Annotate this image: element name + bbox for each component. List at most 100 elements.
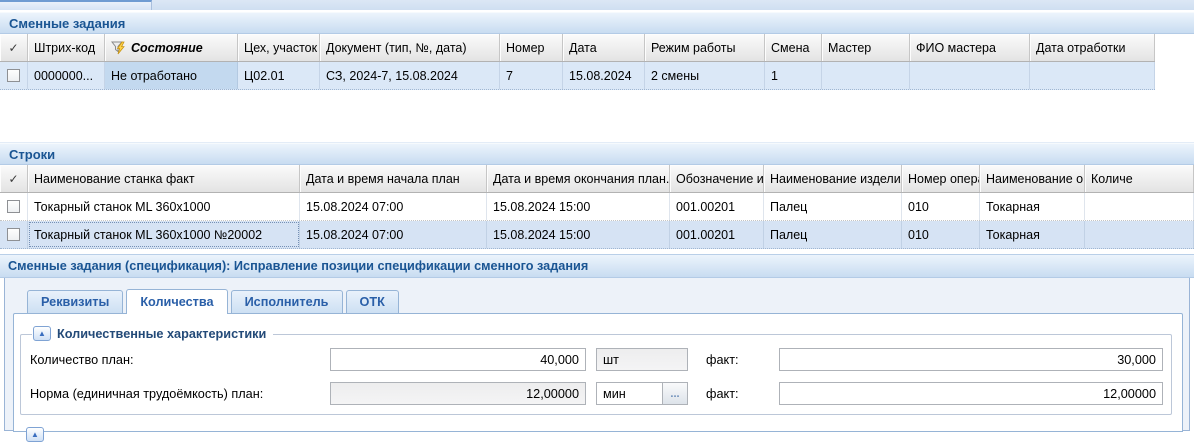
column-header-workshop[interactable]: Цех, участок <box>238 34 320 61</box>
cell-end[interactable]: 15.08.2024 15:00 <box>487 221 670 248</box>
column-header-check2[interactable]: ✓ <box>0 165 28 192</box>
cell-machine[interactable]: Токарный станок ML 360x1000 <box>28 193 300 220</box>
cell-end[interactable]: 15.08.2024 15:00 <box>487 193 670 220</box>
cell-qty[interactable] <box>1085 221 1194 248</box>
rows-panel-header: Строки <box>0 143 1194 165</box>
cell-product[interactable]: Палец <box>764 221 902 248</box>
collapse-button[interactable]: ▲ <box>33 326 51 341</box>
cell-date[interactable]: 15.08.2024 <box>563 62 645 89</box>
cell-start[interactable]: 15.08.2024 07:00 <box>300 193 487 220</box>
quantity-field-row: Количество план: факт: <box>26 348 1163 371</box>
shift-tasks-panel-header: Сменные задания <box>0 12 1194 34</box>
cell-start[interactable]: 15.08.2024 07:00 <box>300 221 487 248</box>
cell-machine[interactable]: Токарный станок ML 360x1000 №20002 <box>28 221 300 248</box>
spacer <box>0 249 1194 254</box>
table-row-selected[interactable]: Токарный станок ML 360x1000 №20002 15.08… <box>0 221 1194 249</box>
cell-master[interactable] <box>822 62 910 89</box>
tab-kolichestva[interactable]: Количества <box>126 289 228 314</box>
dialog-tab-strip: Реквизиты Количества Исполнитель ОТК <box>27 289 1189 314</box>
column-header-master[interactable]: Мастер <box>822 34 910 61</box>
cell-op-name[interactable]: Токарная <box>980 193 1085 220</box>
check-column-icon: ✓ <box>8 171 19 186</box>
top-tab-segment <box>0 0 152 10</box>
tab-page-quantities: ▲ Количественные характеристики Количест… <box>13 313 1183 442</box>
norm-fact-label: факт: <box>706 386 739 401</box>
table-row[interactable]: Токарный станок ML 360x1000 15.08.2024 0… <box>0 193 1194 221</box>
row-checkbox[interactable] <box>7 200 20 213</box>
next-groupbox-collapse-button[interactable]: ▲ <box>26 427 44 442</box>
column-header-master-name[interactable]: ФИО мастера <box>910 34 1030 61</box>
column-header-mode[interactable]: Режим работы <box>645 34 765 61</box>
top-toolbar-strip <box>0 0 1194 12</box>
quantity-fact-input[interactable] <box>779 348 1163 371</box>
cell-number[interactable]: 7 <box>500 62 563 89</box>
cell-state[interactable]: Не отработано <box>105 62 238 89</box>
groupbox-legend: ▲ Количественные характеристики <box>32 326 274 341</box>
cell-workshop[interactable]: Ц02.01 <box>238 62 320 89</box>
filter-lightning-icon <box>111 41 127 55</box>
dialog-header: Сменные задания (спецификация): Исправле… <box>0 254 1194 278</box>
norm-unit-field: ... <box>596 382 688 405</box>
column-header-number[interactable]: Номер <box>500 34 563 61</box>
cell-product[interactable]: Палец <box>764 193 902 220</box>
row-checkbox[interactable] <box>7 69 20 82</box>
column-header-op-number[interactable]: Номер опера <box>902 165 980 192</box>
column-header-machine[interactable]: Наименование станка факт <box>28 165 300 192</box>
column-header-product[interactable]: Наименование изделия <box>764 165 902 192</box>
norm-plan-label: Норма (единичная трудоёмкость) план: <box>30 386 264 401</box>
rows-panel: Строки ✓ Наименование станка факт Дата и… <box>0 142 1194 249</box>
row-check-cell <box>0 193 28 220</box>
check-column-icon: ✓ <box>8 40 19 55</box>
column-header-barcode[interactable]: Штрих-код <box>28 34 105 61</box>
column-header-end[interactable]: Дата и время окончания план.. <box>487 165 670 192</box>
cell-mode[interactable]: 2 смены <box>645 62 765 89</box>
collapse-arrow-icon: ▲ <box>31 429 39 439</box>
quantities-groupbox: ▲ Количественные характеристики Количест… <box>20 326 1172 415</box>
column-header-work-date[interactable]: Дата отработки <box>1030 34 1155 61</box>
cell-designation[interactable]: 001.00201 <box>670 221 764 248</box>
cell-document[interactable]: СЗ, 2024-7, 15.08.2024 <box>320 62 500 89</box>
cell-designation[interactable]: 001.00201 <box>670 193 764 220</box>
column-header-shift[interactable]: Смена <box>765 34 822 61</box>
quantity-plan-label: Количество план: <box>30 352 134 367</box>
column-header-document[interactable]: Документ (тип, №, дата) <box>320 34 500 61</box>
shift-tasks-panel-title: Сменные задания <box>9 15 126 31</box>
row-checkbox[interactable] <box>7 228 20 241</box>
shift-tasks-panel: Сменные задания ✓ Штрих-код Состояние Це… <box>0 12 1194 90</box>
cell-op-name[interactable]: Токарная <box>980 221 1085 248</box>
column-header-state[interactable]: Состояние <box>105 34 238 61</box>
specification-dialog: Сменные задания (спецификация): Исправле… <box>0 254 1194 442</box>
quantity-fact-label: факт: <box>706 352 739 367</box>
cell-op-number[interactable]: 010 <box>902 193 980 220</box>
cell-work-date[interactable] <box>1030 62 1155 89</box>
tab-ispolnitel[interactable]: Исполнитель <box>230 290 343 313</box>
column-header-designation[interactable]: Обозначение изд <box>670 165 764 192</box>
column-header-date[interactable]: Дата <box>563 34 645 61</box>
row-check-cell <box>0 62 28 89</box>
norm-plan-input[interactable] <box>330 382 586 405</box>
column-header-op-name[interactable]: Наименование опе <box>980 165 1085 192</box>
ellipsis-icon: ... <box>670 388 680 400</box>
cell-barcode[interactable]: 0000000... <box>28 62 105 89</box>
tab-otk[interactable]: ОТК <box>345 290 399 313</box>
unit-picker-ellipsis-button[interactable]: ... <box>662 382 688 405</box>
cell-op-number[interactable]: 010 <box>902 221 980 248</box>
quantity-unit-field <box>596 348 688 371</box>
quantity-plan-input[interactable] <box>330 348 586 371</box>
collapse-arrow-icon: ▲ <box>38 328 46 338</box>
norm-fact-input[interactable] <box>779 382 1163 405</box>
cell-shift[interactable]: 1 <box>765 62 822 89</box>
norm-field-row: Норма (единичная трудоёмкость) план: ...… <box>26 382 1163 405</box>
shift-tasks-table-header: ✓ Штрих-код Состояние Цех, участок Докум… <box>0 34 1155 62</box>
column-header-check[interactable]: ✓ <box>0 34 28 61</box>
rows-table-header: ✓ Наименование станка факт Дата и время … <box>0 165 1194 193</box>
column-header-start[interactable]: Дата и время начала план <box>300 165 487 192</box>
column-header-qty[interactable]: Количе <box>1085 165 1194 192</box>
cell-qty[interactable] <box>1085 193 1194 220</box>
cell-master-name[interactable] <box>910 62 1030 89</box>
norm-unit-input[interactable] <box>596 382 662 405</box>
quantity-unit-input[interactable] <box>596 348 688 371</box>
tab-rekvizity[interactable]: Реквизиты <box>27 290 124 313</box>
shift-task-row[interactable]: 0000000... Не отработано Ц02.01 СЗ, 2024… <box>0 62 1155 90</box>
groupbox-title: Количественные характеристики <box>57 326 267 341</box>
